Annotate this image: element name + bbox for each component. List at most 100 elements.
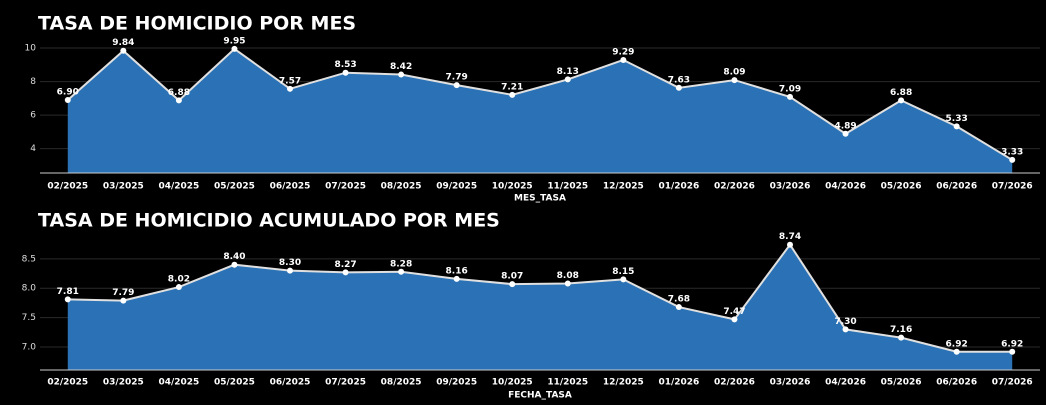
value-label: 7.57 <box>279 76 301 86</box>
x-tick-label: 03/2026 <box>770 182 811 192</box>
x-tick-label: 06/2025 <box>270 182 311 192</box>
value-label: 7.79 <box>112 288 134 298</box>
y-tick-label: 8.5 <box>22 254 36 264</box>
x-tick-label: 11/2025 <box>547 182 588 192</box>
y-tick-label: 8.0 <box>22 284 37 294</box>
point <box>342 269 349 276</box>
value-label: 8.09 <box>723 68 745 78</box>
value-label: 7.63 <box>668 75 690 85</box>
value-label: 9.84 <box>112 38 134 48</box>
point <box>564 280 571 287</box>
value-label: 7.09 <box>779 84 801 94</box>
x-tick-label: 03/2025 <box>103 378 144 388</box>
point <box>453 275 460 282</box>
point <box>675 84 682 91</box>
point <box>731 316 738 323</box>
x-tick-label: 12/2025 <box>603 182 644 192</box>
value-label: 5.33 <box>946 114 968 124</box>
x-axis-title: MES_TASA <box>514 194 566 204</box>
value-label: 8.15 <box>612 267 634 277</box>
point <box>953 348 960 355</box>
x-tick-label: 07/2026 <box>992 378 1033 388</box>
point <box>287 267 293 274</box>
point <box>842 130 849 137</box>
area <box>67 244 1013 370</box>
x-tick-label: 11/2025 <box>547 378 588 388</box>
chart-title: TASA DE HOMICIDIO ACUMULADO POR MES <box>38 210 500 232</box>
point <box>231 261 238 268</box>
x-axis-title: FECHA_TASA <box>508 391 572 401</box>
point <box>509 91 516 98</box>
y-tick-label: 7.5 <box>22 313 36 323</box>
x-tick-label: 03/2026 <box>770 378 811 388</box>
x-tick-label: 07/2026 <box>992 182 1033 192</box>
value-label: 8.74 <box>779 232 801 242</box>
point <box>287 85 293 92</box>
x-tick-label: 08/2025 <box>381 378 422 388</box>
value-label: 8.28 <box>390 259 412 269</box>
value-label: 7.16 <box>890 325 912 335</box>
x-tick-label: 10/2025 <box>492 182 533 192</box>
value-label: 9.95 <box>223 36 245 46</box>
x-tick-label: 02/2025 <box>47 378 88 388</box>
point <box>787 241 793 248</box>
y-tick-label: 6 <box>30 111 36 121</box>
value-label: 8.07 <box>501 272 523 282</box>
x-tick-label: 04/2026 <box>825 378 866 388</box>
x-tick-label: 01/2026 <box>658 378 699 388</box>
value-label: 9.29 <box>612 47 634 57</box>
y-tick-label: 8 <box>30 77 36 87</box>
x-tick-label: 08/2025 <box>381 182 422 192</box>
x-tick-label: 10/2025 <box>492 378 533 388</box>
x-tick-label: 05/2026 <box>881 378 922 388</box>
point <box>342 69 349 76</box>
value-label: 6.88 <box>890 88 912 98</box>
point <box>731 77 738 84</box>
value-label: 8.27 <box>334 260 356 270</box>
x-tick-label: 02/2026 <box>714 182 755 192</box>
x-tick-label: 05/2026 <box>881 182 922 192</box>
value-label: 7.21 <box>501 82 523 92</box>
x-tick-label: 03/2025 <box>103 182 144 192</box>
value-label: 8.42 <box>390 62 412 72</box>
value-label: 4.89 <box>834 121 856 131</box>
x-tick-label: 04/2025 <box>158 378 199 388</box>
y-tick-label: 7.0 <box>22 343 37 353</box>
point <box>120 297 127 304</box>
x-tick-label: 12/2025 <box>603 378 644 388</box>
point <box>620 276 627 283</box>
line <box>67 47 1013 161</box>
value-label: 8.02 <box>168 275 190 285</box>
x-tick-label: 04/2026 <box>825 182 866 192</box>
value-label: 6.88 <box>168 88 190 98</box>
x-tick-label: 02/2025 <box>47 182 88 192</box>
value-label: 6.92 <box>1001 339 1023 349</box>
value-label: 7.79 <box>446 73 468 83</box>
x-tick-label: 06/2026 <box>936 378 977 388</box>
x-tick-label: 04/2025 <box>158 182 199 192</box>
value-label: 7.47 <box>723 307 745 317</box>
x-tick-label: 09/2025 <box>436 378 477 388</box>
point <box>787 93 793 100</box>
value-label: 7.30 <box>834 317 856 327</box>
x-tick-label: 06/2026 <box>936 182 977 192</box>
point <box>64 296 71 303</box>
value-label: 8.53 <box>334 60 356 70</box>
point <box>231 45 238 52</box>
x-tick-label: 07/2025 <box>325 182 366 192</box>
point <box>564 76 571 83</box>
x-tick-label: 05/2025 <box>214 182 255 192</box>
point <box>509 281 516 288</box>
chart-title: TASA DE HOMICIDIO POR MES <box>38 13 356 35</box>
value-label: 8.13 <box>557 67 579 77</box>
point <box>898 334 905 341</box>
y-tick-label: 4 <box>30 144 36 154</box>
x-tick-label: 02/2026 <box>714 378 755 388</box>
value-label: 8.16 <box>446 266 468 276</box>
point <box>1009 156 1016 163</box>
point <box>175 284 182 291</box>
value-label: 6.92 <box>946 339 968 349</box>
x-tick-label: 06/2025 <box>270 378 311 388</box>
point <box>453 82 460 89</box>
